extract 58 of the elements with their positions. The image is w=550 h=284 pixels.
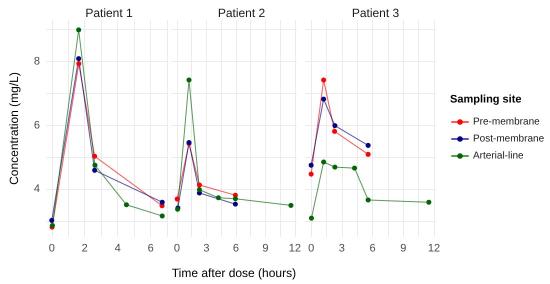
point: [92, 168, 98, 173]
point: [49, 218, 54, 223]
point: [174, 196, 180, 202]
x-tick-label: 9: [262, 242, 268, 254]
point: [124, 202, 129, 208]
x-tick-label: 6: [232, 242, 239, 254]
y-tick-label: 6: [34, 119, 40, 132]
point: [186, 77, 192, 82]
x-tick-label: 6: [148, 242, 154, 254]
point: [160, 200, 165, 205]
x-tick-label: 3: [203, 242, 210, 254]
x-tick-label: 0: [308, 242, 314, 254]
chart-title: Patient 3: [352, 6, 400, 20]
x-tick-label: 3: [338, 242, 345, 254]
point: [288, 202, 294, 208]
chart-title: Patient 2: [218, 6, 266, 20]
point: [76, 27, 82, 32]
chart-title: Patient 1: [85, 6, 134, 20]
point: [366, 142, 371, 148]
point: [196, 182, 202, 188]
x-tick-label: 0: [48, 242, 55, 254]
point: [366, 152, 371, 157]
legend-title: Sampling site: [450, 94, 522, 106]
x-tick-label: 12: [288, 242, 302, 254]
point: [308, 162, 314, 168]
point: [76, 56, 82, 62]
legend-label: Post-membrane: [473, 134, 545, 144]
x-tick-label: 6: [369, 242, 376, 254]
point: [308, 172, 314, 177]
point: [196, 187, 202, 192]
point: [332, 128, 338, 134]
point: [426, 200, 432, 205]
x-tick-label: 4: [114, 242, 121, 254]
point: [160, 213, 165, 218]
x-tick-label: 9: [400, 242, 406, 254]
x-tick-label: 12: [428, 242, 440, 254]
point: [92, 162, 98, 168]
point: [92, 154, 98, 159]
point: [216, 195, 221, 200]
x-tick-label: 0: [174, 242, 180, 254]
y-axis-title: Concentration (mg/L): [7, 72, 21, 185]
y-tick-label: 4: [34, 183, 40, 196]
point: [352, 166, 358, 171]
point: [321, 96, 326, 102]
point: [308, 216, 314, 221]
point: [76, 61, 82, 66]
point: [321, 77, 326, 82]
point: [232, 196, 238, 202]
point: [332, 164, 338, 170]
legend-label: Pre-membrane: [473, 116, 540, 128]
x-axis-title: Time after dose (hours): [172, 266, 296, 280]
point: [332, 123, 338, 128]
y-tick-label: 8: [34, 55, 40, 68]
legend-label: Arterial-line: [473, 150, 524, 162]
x-tick-label: 2: [82, 242, 88, 254]
point: [321, 160, 326, 165]
point: [232, 202, 238, 207]
point: [366, 197, 371, 202]
